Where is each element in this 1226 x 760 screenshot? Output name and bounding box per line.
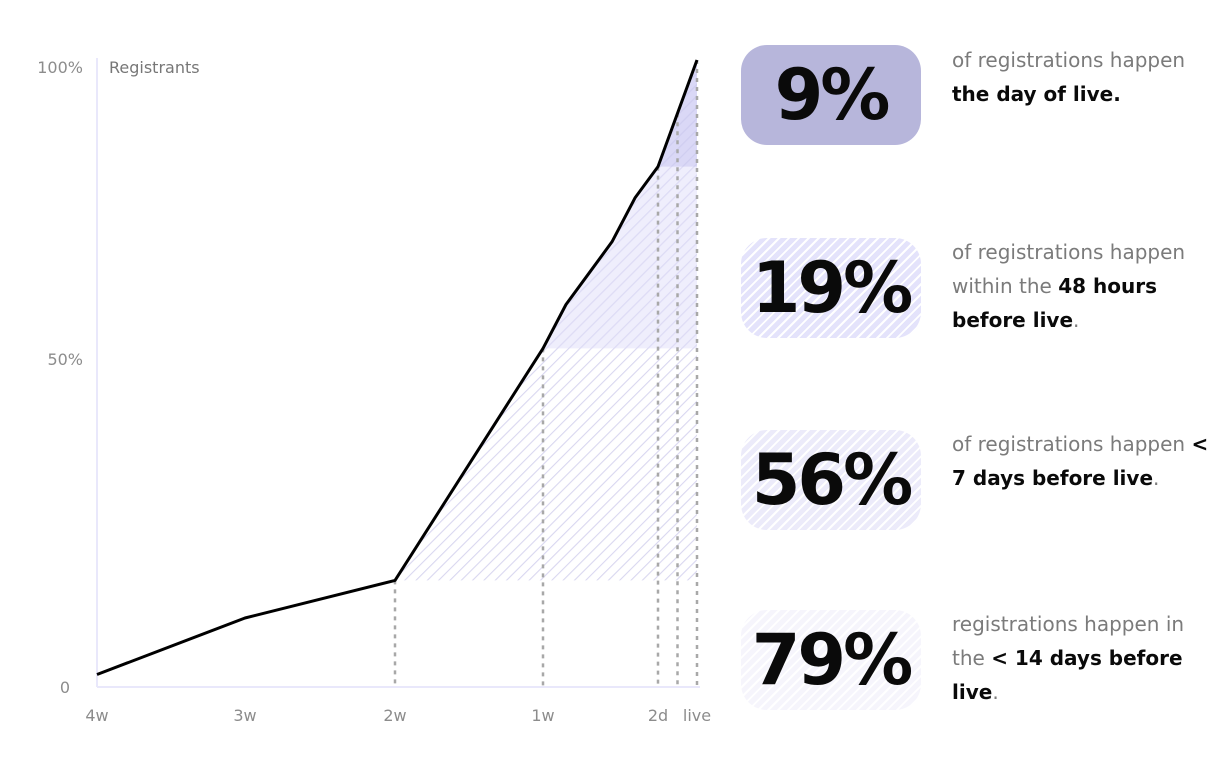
stat-emphasis: 48 hours before live [952,274,1157,332]
stat-description: registrations happen in the < 14 days be… [952,607,1214,709]
registrations-line [96,59,699,676]
stat-text-end: . [1073,308,1080,332]
x-tick-label: 2w [383,706,406,725]
stat-day-of-live: 9% [741,45,921,145]
stat-text-end: . [1153,466,1160,490]
registrations-chart: 100% 50% 0 Registrants 4w 3w 2w 1w 2d live [37,58,711,725]
stat-value: 9% [774,54,891,136]
stat-14-days: 79% [741,610,921,710]
stat-text: registrations happen in the [952,612,1185,670]
x-tick-label: 4w [85,706,108,725]
stat-emphasis: the day of live. [952,82,1121,106]
stat-7-days: 56% [741,430,921,530]
stat-description: of registrations happen < 7 days before … [952,427,1214,495]
x-tick-label: 2d [648,706,668,725]
y-tick-100: 100% [37,58,83,77]
shaded-band [395,60,697,581]
y-tick-0: 0 [60,678,70,697]
stat-text-end: . [992,680,999,704]
stat-text: of registrations happen [952,48,1186,72]
x-tick-label: live [683,706,711,725]
x-tick-label: 3w [233,706,256,725]
y-tick-50: 50% [47,350,83,369]
stat-description: of registrations happen the day of live. [952,43,1214,111]
x-tick-label: 1w [531,706,554,725]
stat-value: 19% [751,247,914,329]
stat-emphasis: < 7 days before live [952,432,1209,490]
y-axis-label: Registrants [109,58,200,77]
stat-value: 79% [751,619,914,701]
stat-text: of registrations happen [952,432,1192,456]
stat-description: of registrations happen within the 48 ho… [952,235,1214,337]
stat-48-hours: 19% [741,238,921,338]
stat-emphasis: < 14 days before live [952,646,1183,704]
stat-text: of registrations happen within the [952,240,1186,298]
stat-value: 56% [751,439,914,521]
